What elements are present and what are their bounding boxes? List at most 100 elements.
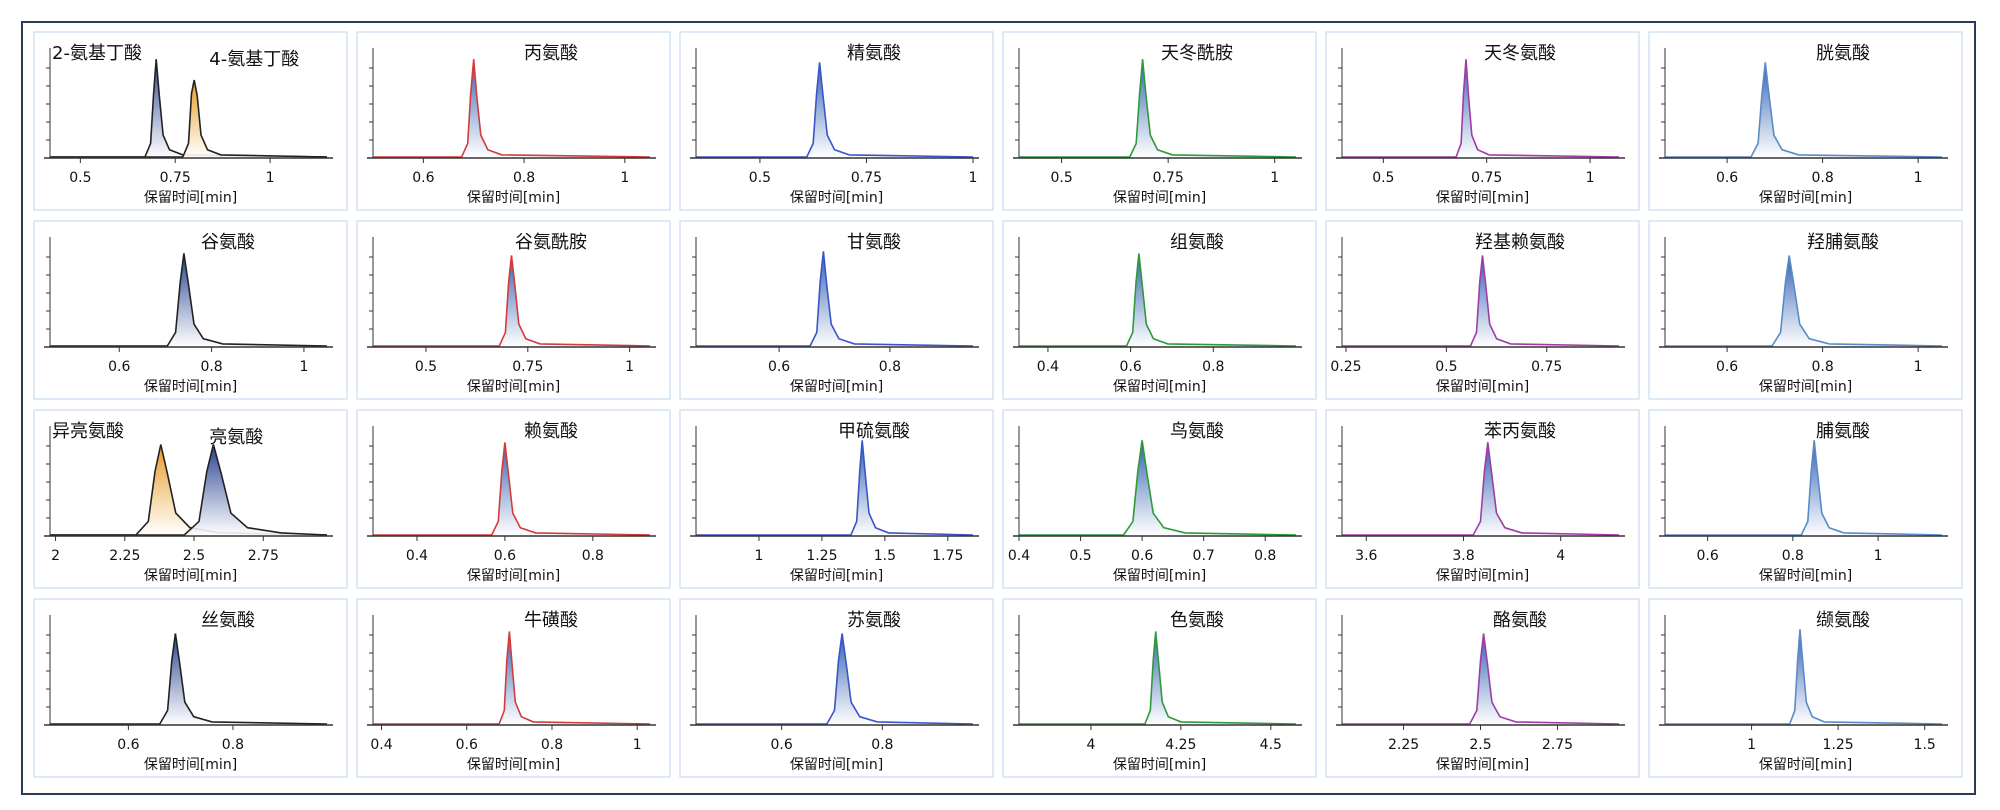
x-axis-label: 保留时间[min] [1436, 190, 1529, 206]
x-tick-label: 1 [625, 359, 634, 375]
panel-title: 羟脯氨酸 [1807, 232, 1879, 253]
x-tick-label: 0.8 [1782, 548, 1804, 564]
x-axis-label: 保留时间[min] [790, 379, 883, 395]
trace-line [1019, 631, 1297, 725]
x-tick-label: 3.8 [1452, 548, 1474, 564]
trace-line [696, 440, 974, 536]
panel-title: 脯氨酸 [1816, 421, 1870, 442]
trace-line [373, 442, 651, 536]
x-tick-label: 1 [1914, 170, 1923, 186]
x-tick-label: 1.25 [806, 548, 837, 564]
panel-title: 精氨酸 [847, 43, 901, 64]
peak-label: 2-氨基丁酸 [52, 43, 142, 64]
x-tick-label: 2.75 [1542, 737, 1573, 753]
x-tick-label: 0.6 [1696, 548, 1718, 564]
trace-line [50, 59, 328, 158]
x-tick-label: 0.6 [1716, 359, 1738, 375]
trace-line [696, 633, 974, 725]
trace-line [696, 251, 974, 347]
x-tick-label: 0.75 [1471, 170, 1502, 186]
x-axis-label: 保留时间[min] [1113, 379, 1206, 395]
x-tick-label: 0.5 [1372, 170, 1394, 186]
x-tick-label: 0.8 [1811, 359, 1833, 375]
panel [33, 409, 348, 589]
x-tick-label: 0.5 [1435, 359, 1457, 375]
x-axis-label: 保留时间[min] [1436, 379, 1529, 395]
x-tick-label: 0.75 [1153, 170, 1184, 186]
x-tick-label: 0.8 [879, 359, 901, 375]
x-tick-label: 2.5 [183, 548, 205, 564]
peak-area [50, 253, 327, 347]
x-tick-label: 0.5 [415, 359, 437, 375]
x-axis-label: 保留时间[min] [790, 757, 883, 773]
panel [356, 31, 671, 211]
x-tick-label: 1 [1874, 548, 1883, 564]
peak-area [373, 631, 650, 725]
panel-title: 谷氨酰胺 [515, 232, 587, 253]
panel-title: 丝氨酸 [201, 610, 255, 631]
x-tick-label: 4 [1556, 548, 1565, 564]
panel-title: 甲硫氨酸 [838, 421, 910, 442]
peak-label: 异亮氨酸 [52, 421, 124, 442]
panel-title: 天冬氨酸 [1484, 43, 1556, 64]
x-tick-label: 0.5 [69, 170, 91, 186]
panel-title: 赖氨酸 [524, 421, 578, 442]
x-tick-label: 1 [754, 548, 763, 564]
x-tick-label: 0.75 [160, 170, 191, 186]
trace-line [1665, 440, 1943, 536]
x-tick-label: 1 [1270, 170, 1279, 186]
x-tick-label: 0.4 [1008, 548, 1030, 564]
x-axis-label: 保留时间[min] [144, 757, 237, 773]
panel [679, 409, 994, 589]
trace-line [1342, 442, 1620, 536]
panel [1648, 220, 1963, 400]
panel-title: 胱氨酸 [1816, 43, 1870, 64]
trace-line [696, 62, 974, 158]
x-tick-label: 0.75 [512, 359, 543, 375]
x-tick-label: 1.5 [1914, 737, 1936, 753]
trace-line [50, 79, 328, 158]
panel [356, 409, 671, 589]
x-tick-label: 1 [266, 170, 275, 186]
panel-title: 酪氨酸 [1493, 610, 1547, 631]
x-tick-label: 0.8 [222, 737, 244, 753]
x-axis-label: 保留时间[min] [144, 568, 237, 584]
x-tick-label: 1 [620, 170, 629, 186]
panel-title: 牛磺酸 [524, 610, 578, 631]
x-tick-label: 1.25 [1823, 737, 1854, 753]
x-axis-label: 保留时间[min] [467, 568, 560, 584]
x-axis-label: 保留时间[min] [467, 379, 560, 395]
trace-line [1665, 629, 1943, 725]
trace-line [373, 631, 651, 725]
peak-area [373, 255, 650, 347]
panel [1648, 31, 1963, 211]
x-tick-label: 0.6 [117, 737, 139, 753]
x-axis-label: 保留时间[min] [1113, 757, 1206, 773]
x-tick-label: 0.75 [1531, 359, 1562, 375]
panel-title: 色氨酸 [1170, 610, 1224, 631]
x-tick-label: 1 [1914, 359, 1923, 375]
panel-title: 天冬酰胺 [1161, 43, 1233, 64]
x-tick-label: 0.8 [200, 359, 222, 375]
x-tick-label: 1.75 [932, 548, 963, 564]
trace-line [1665, 255, 1943, 347]
x-axis-label: 保留时间[min] [467, 190, 560, 206]
trace-line [1342, 633, 1620, 725]
x-axis-label: 保留时间[min] [1113, 568, 1206, 584]
peak-area [1019, 631, 1296, 725]
x-tick-label: 0.6 [770, 737, 792, 753]
x-tick-label: 0.6 [412, 170, 434, 186]
x-tick-label: 0.75 [851, 170, 882, 186]
x-tick-label: 0.25 [1330, 359, 1361, 375]
panel-title: 谷氨酸 [201, 232, 255, 253]
panel [679, 220, 994, 400]
panel [1648, 409, 1963, 589]
x-tick-label: 1.5 [874, 548, 896, 564]
panel [679, 31, 994, 211]
x-tick-label: 0.8 [513, 170, 535, 186]
peak-area [1342, 255, 1619, 347]
x-axis-label: 保留时间[min] [1759, 190, 1852, 206]
x-tick-label: 0.4 [370, 737, 392, 753]
x-tick-label: 2.75 [248, 548, 279, 564]
